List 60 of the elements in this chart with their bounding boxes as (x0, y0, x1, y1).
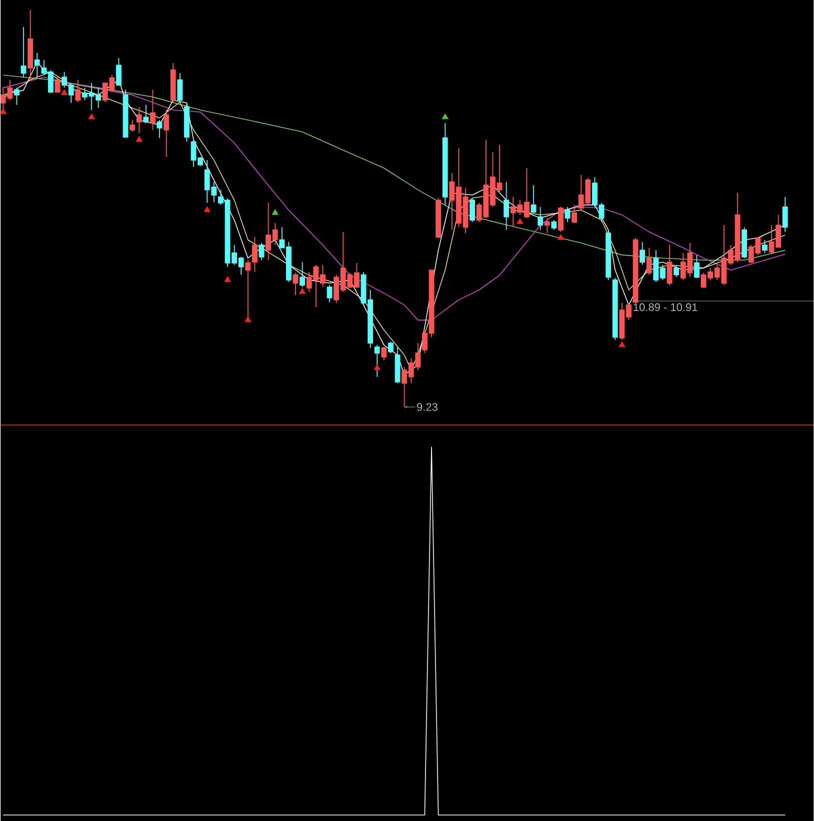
candlestick (34, 52, 40, 78)
candlestick (442, 122, 448, 206)
candlestick (762, 239, 768, 254)
point (272, 209, 278, 215)
candlestick (326, 284, 332, 303)
candlestick (156, 120, 162, 138)
candlestick (184, 102, 190, 142)
point (298, 288, 306, 294)
candlestick (28, 10, 33, 80)
candlestick (646, 247, 652, 276)
candlestick (143, 104, 149, 124)
point (244, 316, 252, 322)
candlestick (538, 206, 543, 230)
candlestick (674, 264, 679, 278)
candlestick (694, 254, 700, 278)
candlestick (551, 220, 557, 230)
annotation: 10.89 - 10.91 (634, 303, 698, 312)
candlestick (177, 72, 183, 103)
candlestick (170, 62, 176, 103)
candlestick (136, 106, 142, 134)
candlestick (558, 206, 564, 232)
point (374, 364, 380, 370)
point (88, 113, 95, 120)
candlestick (374, 344, 380, 378)
point (0, 108, 6, 114)
candlestick (164, 110, 169, 158)
point (224, 276, 231, 282)
candlestick (544, 218, 550, 234)
candlestick (742, 226, 747, 259)
candlestick (782, 196, 788, 232)
candlestick (564, 206, 570, 222)
candlestick (258, 242, 264, 261)
point (136, 136, 142, 142)
candlestick (640, 241, 645, 266)
candlestick (470, 198, 475, 222)
point (60, 89, 68, 95)
candlestick (504, 181, 509, 230)
point (442, 113, 448, 120)
candlestick (300, 262, 305, 288)
candlestick (612, 278, 618, 340)
point (618, 341, 626, 348)
candlestick (75, 79, 81, 103)
candlestick (14, 87, 20, 106)
candlestick (666, 244, 672, 286)
candlestick (252, 236, 258, 272)
candlestick (150, 89, 156, 130)
candlestick (292, 272, 298, 296)
candlestick (606, 229, 611, 280)
candlestick (116, 58, 122, 86)
candlestick (381, 346, 387, 361)
candlestick (530, 184, 536, 214)
candlestick (130, 120, 135, 132)
point (557, 234, 564, 240)
candlestick (436, 198, 441, 238)
candlestick (20, 26, 26, 78)
candlestick (572, 204, 577, 224)
point (204, 206, 210, 212)
annotation: 9.23 (416, 403, 438, 411)
point (516, 218, 524, 224)
candlestick (388, 341, 394, 354)
